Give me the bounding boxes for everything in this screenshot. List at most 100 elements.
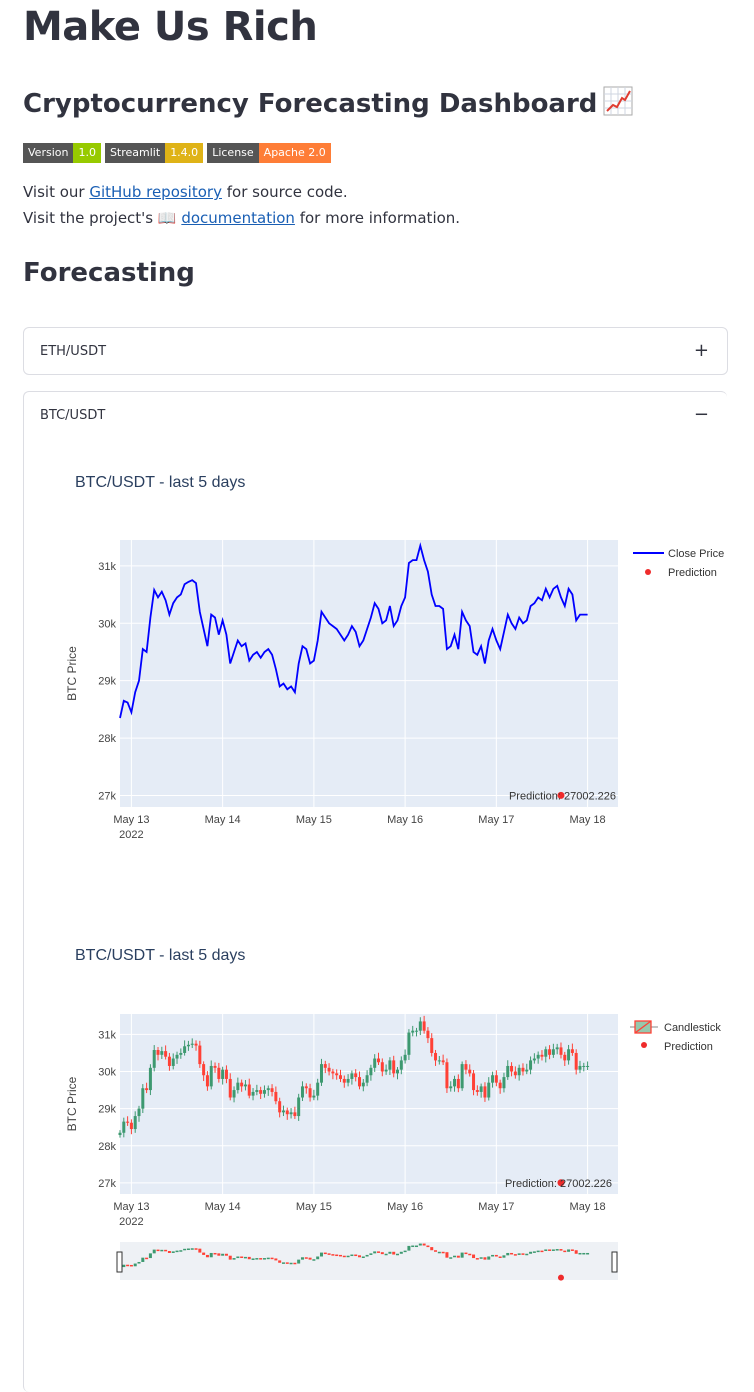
section-title: Forecasting [23,258,195,288]
y-tick-label: 28k [98,733,116,745]
candle [411,1025,415,1037]
slider-candle [464,1252,468,1255]
y-tick-label: 30k [98,1067,116,1079]
range-slider-right-handle[interactable] [611,1251,618,1273]
candle [567,1044,571,1065]
x-tick-label: May 14 [205,814,241,826]
candlestick-chart[interactable]: 27k 28k 29k 30k 31k May 13 May 14 May 15 May 16… [40,1000,740,1300]
candle [171,1053,175,1070]
slider-candle [221,1253,225,1256]
candle [422,1015,426,1034]
candle [133,1111,137,1133]
slider-candle [532,1251,536,1253]
slider-candle [297,1259,301,1264]
slider-candle [582,1252,586,1255]
candle [551,1043,555,1058]
slider-candle [251,1258,255,1260]
candle [396,1067,400,1080]
candle [430,1033,434,1057]
slider-candle [327,1253,331,1255]
candle [255,1084,259,1096]
candle [513,1066,517,1079]
x-tick-label: May 16 [387,1201,423,1213]
candle [548,1045,552,1060]
slider-candle [300,1257,304,1260]
legend-prediction[interactable]: Prediction [664,1041,713,1053]
slider-candle [312,1259,316,1261]
minus-icon[interactable]: − [693,404,709,425]
legend-prediction[interactable]: Prediction [668,567,717,579]
x-tick-label: May 15 [296,1201,332,1213]
candle [449,1081,453,1092]
candle [377,1052,381,1065]
badge-row: Version 1.0 Streamlit 1.4.0 License Apache … [23,143,331,163]
version-badge[interactable]: Version 1.0 [23,143,101,163]
candle [392,1055,396,1078]
candle [506,1060,510,1080]
candle [570,1043,574,1056]
candle [460,1061,464,1091]
x-tick-label: May 13 [113,1201,149,1213]
slider-candle [445,1252,449,1258]
candle [183,1040,187,1056]
candle [475,1085,479,1096]
slider-candle [380,1252,384,1255]
candle [338,1069,342,1083]
slider-candle [255,1258,259,1260]
slider-candle [122,1264,126,1268]
y-tick-label: 27k [98,791,116,803]
y-axis-label: BTC Price [65,646,79,701]
candle [152,1045,156,1072]
candle [179,1048,183,1059]
candle [243,1080,247,1091]
x-tick-label: May 17 [478,1201,514,1213]
slider-candle [483,1257,487,1260]
legend-candlestick[interactable]: Candlestick [664,1022,721,1034]
slider-candle [521,1253,525,1255]
expander-btc-label[interactable]: BTC/USDT [40,408,106,423]
slider-candle [536,1250,540,1253]
slider-candle [510,1252,514,1255]
slider-candle [559,1249,563,1251]
slider-candle [293,1262,297,1265]
prediction-point[interactable] [557,791,565,799]
range-slider-left-handle[interactable] [116,1251,123,1273]
candle [479,1083,483,1098]
slider-candle [570,1249,574,1251]
slider-candle [289,1262,293,1265]
candle [213,1062,217,1073]
candle [262,1085,266,1098]
slider-candle [540,1250,544,1253]
slider-prediction-point [557,1274,564,1281]
candle [164,1045,168,1060]
license-badge[interactable]: License Apache 2.0 [207,143,331,163]
github-link[interactable]: GitHub repository [89,183,222,201]
slider-candle [434,1250,438,1252]
slider-candle [418,1243,422,1246]
prediction-point[interactable] [557,1179,565,1187]
slider-candle [148,1253,152,1259]
close-price-line-chart[interactable]: 27k 28k 29k 30k 31k May 13 May 14 May 15 May 16… [40,520,740,860]
expander-eth[interactable]: ETH/USDT + [23,327,728,375]
slider-candle [449,1257,453,1259]
candle [578,1060,582,1074]
slider-candle [555,1249,559,1251]
candle [270,1084,274,1097]
candle [361,1079,365,1092]
prediction-label: Prediction: 27002.226 [505,1178,612,1190]
candle [582,1062,586,1072]
candle [205,1071,209,1091]
candle [335,1069,339,1080]
slider-candle [156,1249,160,1252]
slider-candle [152,1249,156,1254]
candle [148,1064,152,1096]
documentation-link[interactable]: documentation [181,209,295,227]
candle [327,1063,331,1076]
legend-close-price[interactable]: Close Price [668,548,724,560]
slider-candle [243,1256,247,1259]
range-slider[interactable] [116,1242,618,1281]
plus-icon[interactable]: + [693,340,709,361]
slider-candle [525,1253,529,1256]
candle [540,1050,544,1061]
streamlit-badge[interactable]: Streamlit 1.4.0 [104,143,204,163]
